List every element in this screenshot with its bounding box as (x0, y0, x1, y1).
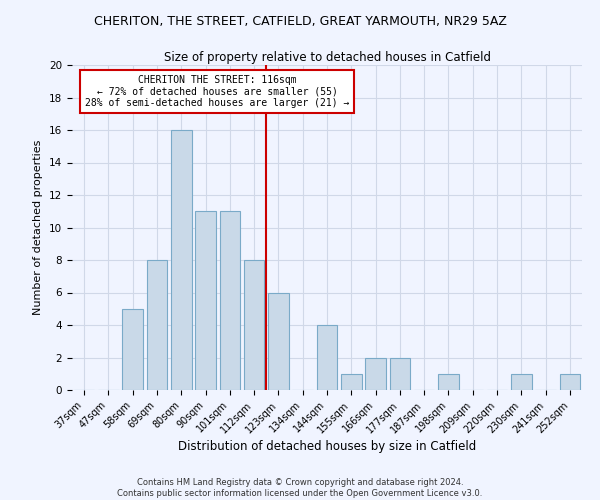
Y-axis label: Number of detached properties: Number of detached properties (34, 140, 43, 315)
Bar (220, 211, 240, 390)
Text: CHERITON THE STREET: 116sqm
← 72% of detached houses are smaller (55)
28% of sem: CHERITON THE STREET: 116sqm ← 72% of det… (85, 74, 350, 108)
X-axis label: Distribution of detached houses by size in Catfield: Distribution of detached houses by size … (178, 440, 476, 454)
Text: Contains HM Land Registry data © Crown copyright and database right 2024.
Contai: Contains HM Land Registry data © Crown c… (118, 478, 482, 498)
Bar (560, 374, 580, 390)
Bar (511, 374, 532, 390)
Bar (122, 308, 143, 390)
Bar (438, 374, 459, 390)
Bar (317, 325, 337, 390)
Bar (341, 374, 362, 390)
Bar (244, 260, 265, 390)
Title: Size of property relative to detached houses in Catfield: Size of property relative to detached ho… (163, 51, 491, 64)
Bar (365, 358, 386, 390)
Text: CHERITON, THE STREET, CATFIELD, GREAT YARMOUTH, NR29 5AZ: CHERITON, THE STREET, CATFIELD, GREAT YA… (94, 15, 506, 28)
Bar (389, 358, 410, 390)
Bar (146, 260, 167, 390)
Bar (195, 211, 216, 390)
Bar (268, 292, 289, 390)
Bar (171, 130, 191, 390)
